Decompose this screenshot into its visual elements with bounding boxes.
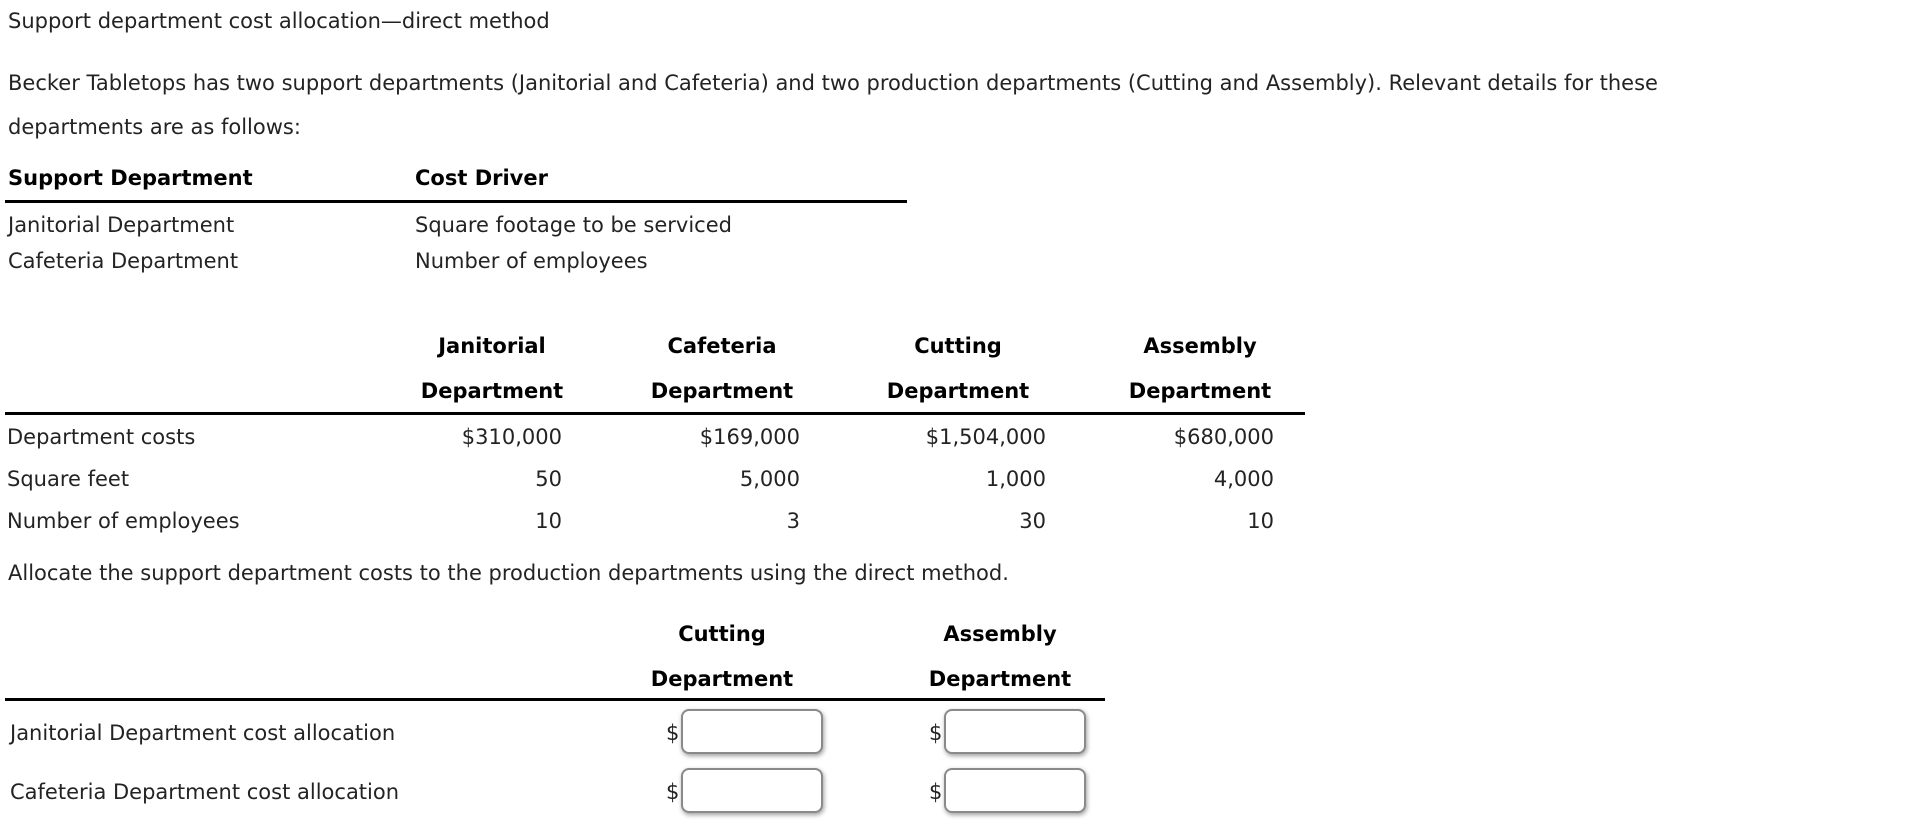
value-cell-cafeteria: $169,000 [699, 425, 800, 449]
column-header-line1: Assembly [1143, 334, 1257, 358]
value-cell-cafeteria: 3 [786, 509, 800, 533]
value-cell-cafeteria: 5,000 [739, 467, 800, 491]
dollar-sign: $ [666, 780, 680, 804]
allocation-table-header-rule [5, 698, 1105, 701]
dollar-sign: $ [666, 721, 680, 745]
row-label: Janitorial Department cost allocation [10, 721, 396, 745]
janitorial-assembly-input[interactable] [944, 709, 1086, 754]
column-header-line2: Department [650, 379, 794, 403]
dollar-sign: $ [929, 780, 943, 804]
row-label: Cafeteria Department cost allocation [10, 780, 400, 804]
value-cell-cutting: 30 [1019, 509, 1046, 533]
page-title: Support department cost allocation—direc… [8, 9, 550, 33]
driver-table-header-cost-driver: Cost Driver [415, 166, 548, 190]
column-header-line1: Janitorial [438, 334, 546, 358]
value-cell-cutting: $1,504,000 [925, 425, 1046, 449]
department-name-cell: Janitorial Department [8, 213, 235, 237]
instruction-text: Allocate the support department costs to… [8, 561, 1009, 585]
column-header-line1: Cutting [914, 334, 1002, 358]
column-header-line2: Department [928, 667, 1072, 691]
cost-driver-cell: Number of employees [415, 249, 648, 273]
driver-table-header-department: Support Department [8, 166, 253, 190]
driver-table-header-rule [5, 200, 907, 203]
department-name-cell: Cafeteria Department [8, 249, 239, 273]
cafeteria-assembly-input[interactable] [944, 768, 1086, 813]
intro-text-line2: departments are as follows: [8, 115, 301, 139]
cost-driver-cell: Square footage to be serviced [415, 213, 732, 237]
value-cell-janitorial: $310,000 [461, 425, 562, 449]
janitorial-cutting-input[interactable] [681, 709, 823, 754]
column-header-cutting: Cutting Department [873, 324, 1043, 414]
column-header-cafeteria: Cafeteria Department [637, 324, 807, 414]
dollar-sign: $ [929, 721, 943, 745]
column-header-line1: Assembly [943, 622, 1057, 646]
value-cell-assembly: 10 [1247, 509, 1274, 533]
value-cell-assembly: $680,000 [1173, 425, 1274, 449]
column-header-assembly: Assembly Department [1115, 324, 1285, 414]
column-header-cutting: Cutting Department [637, 612, 807, 702]
column-header-janitorial: Janitorial Department [407, 324, 577, 414]
value-cell-assembly: 4,000 [1213, 467, 1274, 491]
column-header-line2: Department [420, 379, 564, 403]
row-label: Department costs [7, 425, 196, 449]
row-label: Square feet [7, 467, 130, 491]
row-label: Number of employees [7, 509, 240, 533]
value-cell-cutting: 1,000 [985, 467, 1046, 491]
details-table-header-rule [5, 412, 1305, 415]
value-cell-janitorial: 50 [535, 467, 562, 491]
cafeteria-cutting-input[interactable] [681, 768, 823, 813]
column-header-line2: Department [886, 379, 1030, 403]
intro-text-line1: Becker Tabletops has two support departm… [8, 71, 1658, 95]
value-cell-janitorial: 10 [535, 509, 562, 533]
column-header-line2: Department [650, 667, 794, 691]
column-header-line1: Cafeteria [667, 334, 777, 358]
column-header-line1: Cutting [678, 622, 766, 646]
column-header-line2: Department [1128, 379, 1272, 403]
column-header-assembly: Assembly Department [915, 612, 1085, 702]
